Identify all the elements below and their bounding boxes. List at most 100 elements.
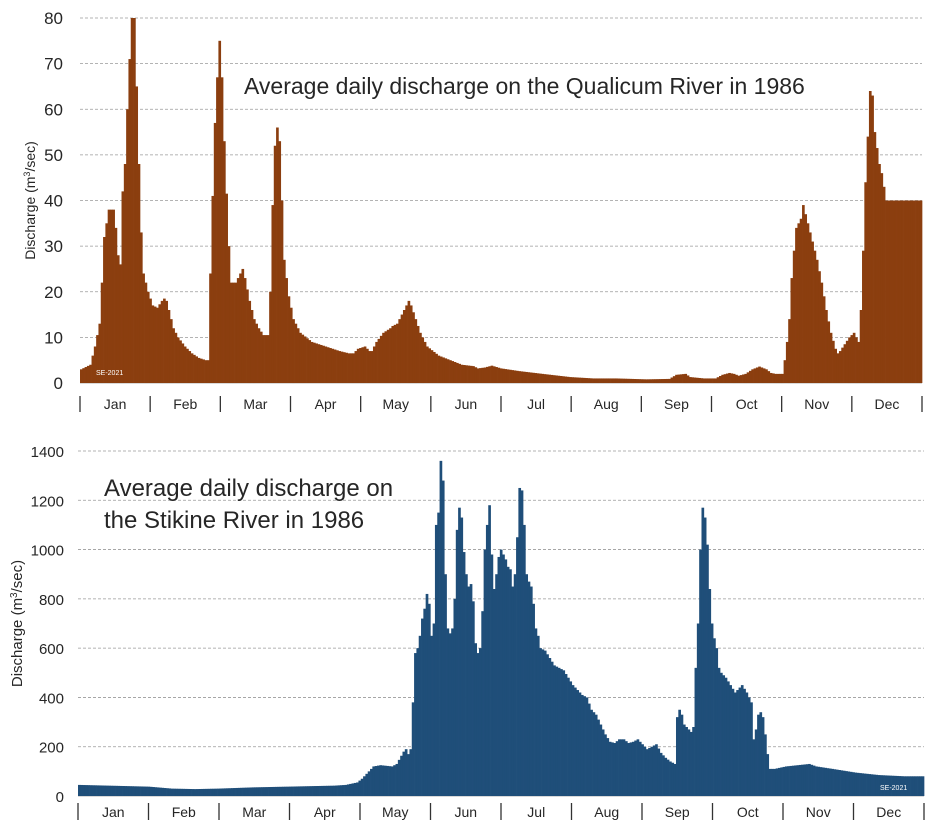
bar <box>490 554 494 796</box>
bar <box>661 379 664 383</box>
bar <box>794 765 797 796</box>
bar <box>836 353 840 383</box>
month-label: Apr <box>314 804 336 820</box>
bar <box>610 378 614 383</box>
bar <box>412 312 415 383</box>
bar <box>915 200 918 383</box>
bar <box>799 218 803 383</box>
bar <box>167 310 171 383</box>
bottom-watermark: SE-2021 <box>880 785 907 792</box>
bar <box>884 775 888 796</box>
bar <box>296 328 300 383</box>
bar <box>217 788 220 796</box>
bar <box>555 375 558 383</box>
bar <box>723 374 727 383</box>
bar <box>86 365 90 383</box>
bar <box>421 337 425 384</box>
bar <box>640 379 644 383</box>
bar <box>123 164 127 383</box>
bar <box>121 191 125 384</box>
bar <box>181 343 185 383</box>
bar <box>495 574 498 796</box>
bar <box>523 524 526 796</box>
bar <box>202 359 205 383</box>
bar <box>543 650 547 796</box>
month-label: Jul <box>527 804 545 820</box>
bar <box>239 273 242 383</box>
bar <box>627 743 630 796</box>
bar <box>744 373 748 384</box>
bar <box>223 141 226 383</box>
bar <box>730 373 734 383</box>
bottom-bars <box>78 460 925 797</box>
bar <box>126 786 130 796</box>
bar <box>383 765 387 796</box>
bar <box>242 787 246 796</box>
bar <box>792 250 796 383</box>
bar <box>617 378 621 383</box>
bar <box>604 734 607 796</box>
bar <box>160 300 164 384</box>
bar <box>808 232 812 383</box>
bar <box>456 362 459 383</box>
bar <box>912 776 916 796</box>
bar <box>418 635 422 796</box>
bar <box>306 338 309 383</box>
bar <box>152 787 155 796</box>
bar <box>832 340 835 383</box>
stikine-chart: 0 200 400 600 800 1000 1200 1400 Jan Feb Mar Apr Ma… <box>9 444 925 820</box>
bar <box>843 344 847 383</box>
bar <box>767 371 771 383</box>
bar <box>116 255 120 383</box>
bar <box>788 319 791 384</box>
bar <box>529 372 533 383</box>
bar <box>292 319 295 384</box>
bar <box>905 200 909 383</box>
bar <box>84 367 88 383</box>
bar <box>509 569 512 796</box>
bar <box>829 332 833 383</box>
bar <box>631 741 635 796</box>
bar <box>852 772 855 796</box>
month-label: Nov <box>806 804 831 820</box>
bar <box>277 786 280 796</box>
bar <box>917 200 921 383</box>
bar <box>315 343 318 383</box>
bar <box>462 552 466 796</box>
bar <box>506 566 510 796</box>
bar <box>810 764 814 796</box>
bar <box>548 658 552 796</box>
bar <box>583 696 586 796</box>
bar <box>441 480 445 796</box>
y-tick-label: 1400 <box>31 444 64 461</box>
bar <box>398 319 402 384</box>
bar <box>715 648 719 796</box>
bar <box>880 173 884 383</box>
bar <box>425 593 429 796</box>
bar <box>611 742 614 796</box>
bar <box>705 378 708 383</box>
bar <box>827 321 831 383</box>
bar <box>894 200 897 383</box>
bar <box>465 365 468 383</box>
bar <box>294 323 298 383</box>
bar <box>564 376 568 383</box>
bar <box>835 769 839 796</box>
bar <box>200 788 204 796</box>
top-y-axis-label-main: Discharge (m <box>22 177 38 260</box>
bar <box>566 376 570 383</box>
bar <box>393 324 397 383</box>
bar <box>439 460 443 796</box>
bar <box>560 669 563 796</box>
bar <box>423 341 427 383</box>
bar <box>80 369 83 383</box>
bar <box>695 377 699 383</box>
bottom-y-axis-label-tail: /sec) <box>9 560 26 593</box>
bar <box>321 785 325 796</box>
bar <box>96 785 100 796</box>
bar <box>769 372 773 383</box>
bar <box>536 635 540 796</box>
bar <box>382 332 385 383</box>
bar <box>622 378 625 383</box>
bar <box>170 788 174 796</box>
